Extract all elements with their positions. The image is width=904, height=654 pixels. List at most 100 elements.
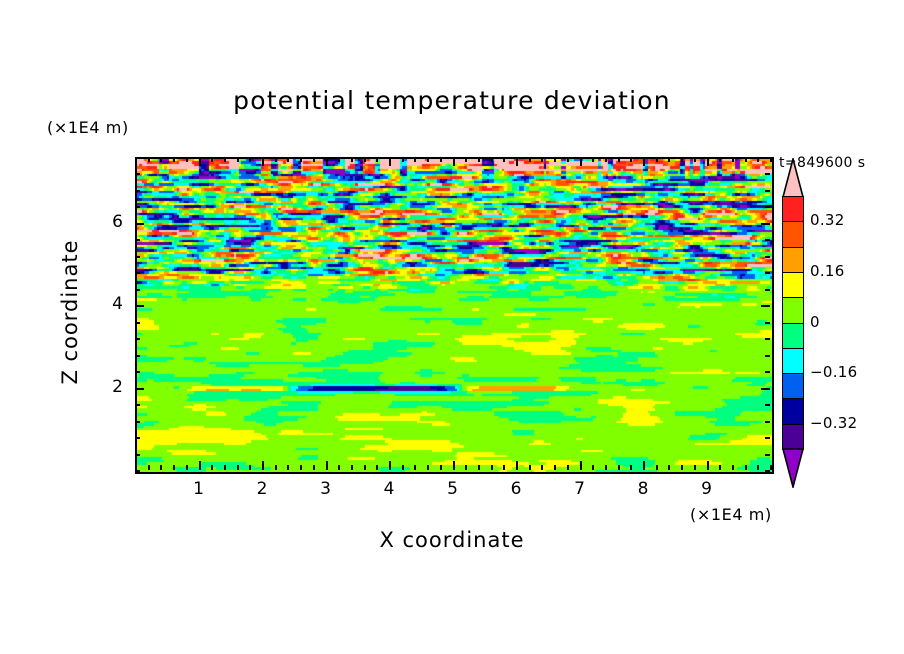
x-tick-top [326,157,328,166]
x-tick-top [135,157,137,162]
x-tick-bottom [707,461,709,470]
x-tick-bottom [465,465,467,470]
y-tick-left [135,256,140,258]
x-tick-top [668,157,670,162]
y-tick-right [765,404,770,406]
x-tick-bottom [681,465,683,470]
y-tick-right [765,190,770,192]
x-tick-label: 5 [447,479,458,499]
y-tick-left [135,355,140,357]
x-tick-top [224,157,226,162]
colorbar-segment [782,221,804,249]
y-tick-label: 2 [112,376,123,397]
x-tick-bottom [287,465,289,470]
y-tick-left [135,173,140,175]
x-tick-top [148,157,150,162]
x-tick-bottom [376,465,378,470]
x-tick-top [719,157,721,162]
y-tick-right [765,322,770,324]
x-tick-bottom [516,461,518,470]
x-tick-bottom [135,465,137,470]
x-tick-top [707,157,709,166]
x-tick-bottom [529,465,531,470]
x-tick-top [618,157,620,162]
x-tick-top [313,157,315,162]
y-tick-left [135,322,140,324]
x-tick-bottom [668,465,670,470]
colorbar-tick-label: 0 [810,312,820,331]
colorbar-segment [782,271,804,299]
colorbar-tick-label: 0.32 [810,211,845,230]
y-tick-left [135,404,140,406]
x-tick-label: 4 [383,479,395,499]
y-tick-right [761,388,770,390]
x-tick-top [249,157,251,162]
x-tick-top [491,157,493,162]
x-tick-bottom [541,465,543,470]
x-tick-top [580,157,582,166]
x-tick-bottom [745,465,747,470]
x-tick-bottom [313,465,315,470]
y-tick-left [135,305,144,307]
colorbar-segment [782,423,804,451]
y-tick-left [135,289,140,291]
y-tick-right [761,305,770,307]
x-tick-label: 2 [256,479,268,499]
y-tick-right [765,338,770,340]
x-tick-bottom [580,461,582,470]
x-tick-top [440,157,442,162]
x-tick-top [351,157,353,162]
x-tick-top [465,157,467,162]
x-tick-label: 9 [701,479,712,499]
x-tick-label: 6 [510,479,522,499]
colorbar-tick-label: −0.32 [810,413,858,432]
x-tick-bottom [224,465,226,470]
x-tick-top [694,157,696,162]
x-tick-bottom [503,465,505,470]
colorbar-tick-label: −0.16 [810,363,858,382]
x-tick-bottom [427,465,429,470]
x-tick-top [529,157,531,162]
x-tick-bottom [592,465,594,470]
x-tick-bottom [351,465,353,470]
y-tick-left [135,421,140,423]
y-tick-left [135,470,140,472]
colorbar-segment [782,398,804,426]
y-tick-right [765,272,770,274]
page-title: potential temperature deviation [233,86,671,115]
x-tick-bottom [389,461,391,470]
x-tick-top [160,157,162,162]
y-tick-left [135,371,140,373]
x-tick-bottom [249,465,251,470]
colorbar-segment [782,347,804,375]
x-tick-bottom [719,465,721,470]
y-tick-right [765,239,770,241]
x-tick-bottom [300,465,302,470]
y-tick-right [765,421,770,423]
x-tick-label: 1 [193,479,204,499]
x-axis-title: X coordinate [379,528,525,552]
x-tick-top [757,157,759,162]
x-tick-bottom [402,465,404,470]
x-tick-bottom [338,465,340,470]
x-tick-bottom [148,465,150,470]
y-tick-right [765,256,770,258]
colorbar-segment [782,246,804,274]
y-tick-right [765,157,770,159]
x-tick-top [516,157,518,166]
x-tick-top [745,157,747,162]
x-tick-top [732,157,734,162]
x-tick-top [478,157,480,162]
z-axis-units-label: (×1E4 m) [47,118,129,137]
x-tick-bottom [199,461,201,470]
y-tick-left [135,272,140,274]
x-tick-top [592,157,594,162]
y-tick-left [135,190,140,192]
y-tick-label: 4 [112,294,123,315]
y-axis-title: Z coordinate [58,239,82,385]
y-tick-left [135,206,140,208]
x-tick-bottom [694,465,696,470]
x-tick-top [237,157,239,162]
x-tick-top [554,157,556,162]
colorbar-segment [782,196,804,223]
